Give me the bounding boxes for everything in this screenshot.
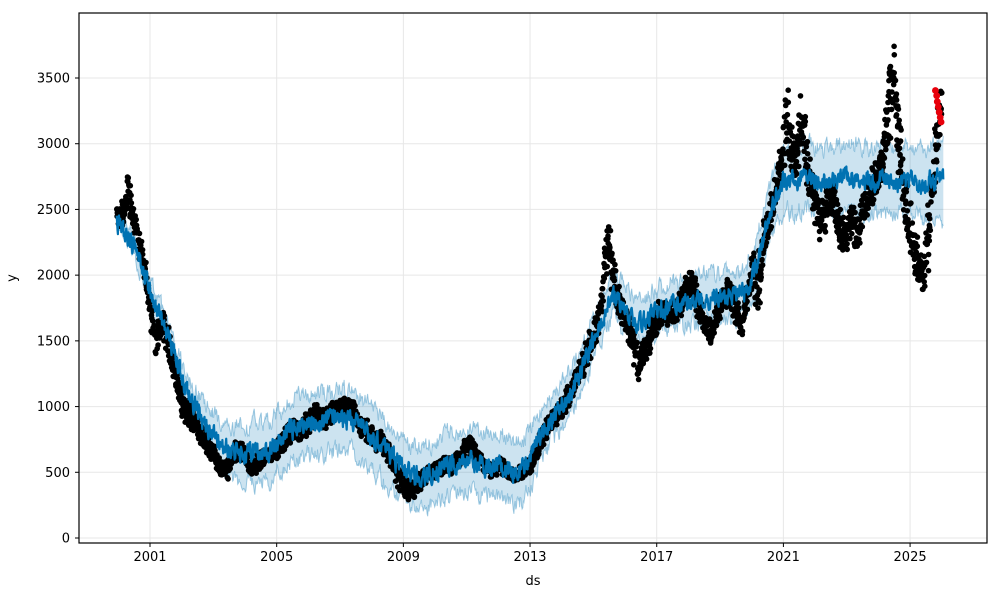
x-tick-label: 2005 xyxy=(260,550,293,565)
x-tick-label: 2025 xyxy=(894,550,927,565)
x-tick-label: 2017 xyxy=(640,550,673,565)
x-tick-label: 2001 xyxy=(133,550,166,565)
anomaly-point xyxy=(935,108,943,116)
anomaly-point xyxy=(932,87,939,94)
x-tick-label: 2009 xyxy=(387,550,420,565)
forecast-line xyxy=(115,165,945,488)
y-tick-label: 500 xyxy=(45,466,70,481)
y-tick-label: 0 xyxy=(62,532,70,547)
anomaly-point xyxy=(933,98,941,106)
anomaly-point xyxy=(933,92,941,100)
x-tick-label: 2013 xyxy=(513,550,546,565)
y-tick-label: 3000 xyxy=(37,137,70,152)
yhat-line xyxy=(115,165,945,488)
x-tick-label: 2021 xyxy=(767,550,800,565)
y-tick-label: 3500 xyxy=(37,72,70,87)
y-tick-label: 2500 xyxy=(37,203,70,218)
plot-frame xyxy=(78,12,988,544)
band-lower-edge xyxy=(116,199,944,517)
y-tick-label: 1000 xyxy=(37,400,70,415)
x-axis-label: ds xyxy=(525,574,540,589)
y-axis-label: y xyxy=(5,274,20,282)
anomaly-point xyxy=(934,103,942,111)
axes-layer xyxy=(75,12,988,547)
anomaly-point xyxy=(937,118,945,126)
anomaly-points xyxy=(932,87,945,126)
y-tick-label: 1500 xyxy=(37,334,70,349)
y-tick-label: 2000 xyxy=(37,269,70,284)
tick-label-layer: 2001 2005 2009 2013 2017 2021 2025 0 500 1000 1500… xyxy=(37,72,927,565)
